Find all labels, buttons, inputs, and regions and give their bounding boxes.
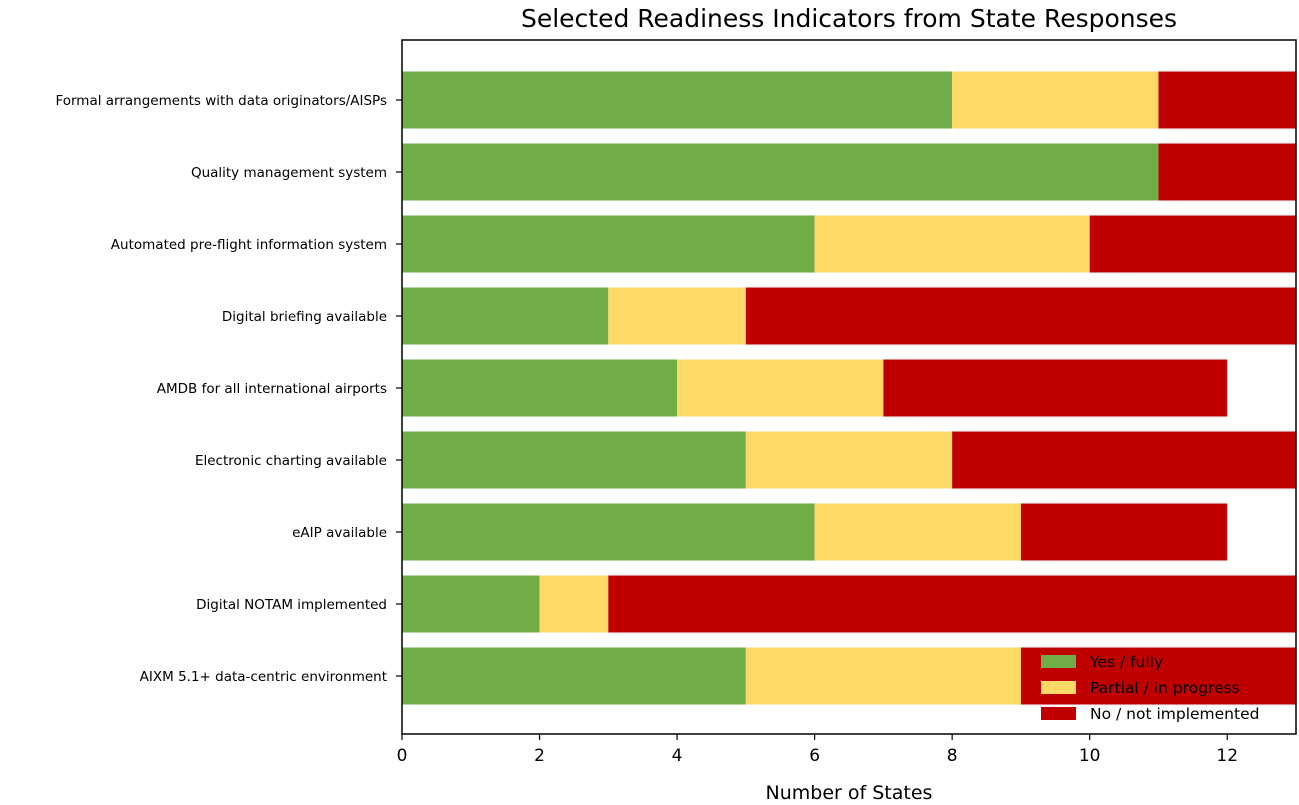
y-tick-label: Automated pre-flight information system [111,237,387,253]
legend-entry-label: No / not implemented [1090,705,1259,723]
y-tick-label: Formal arrangements with data originator… [55,93,387,109]
bar-segment [402,647,746,705]
legend: Yes / fully Partial / in progress No / not… [1041,653,1259,723]
bar-segment [1089,215,1296,273]
x-tick-label: 4 [672,746,683,766]
bar-segment [1158,143,1296,201]
bar-segment [952,431,1296,489]
bar-segment [814,215,1090,273]
bar-segment [402,503,815,561]
bar-segment [1020,503,1228,561]
bars-group [402,71,1296,705]
x-tick-label: 2 [534,746,545,766]
y-axis: Formal arrangements with data originator… [55,93,402,685]
y-tick-label: AMDB for all international airports [157,381,387,397]
bar-segment [402,215,815,273]
legend-swatch [1041,655,1076,668]
bar-segment [745,287,1296,345]
y-tick-label: Digital briefing available [222,309,387,325]
bar-segment [402,431,746,489]
x-axis-label: Number of States [766,782,933,804]
x-tick-label: 0 [397,746,408,766]
plot-frame [401,39,1297,735]
bar-segment [608,287,746,345]
y-tick-label: Quality management system [191,165,387,181]
bar-segment [1158,71,1296,129]
legend-swatch [1041,707,1076,720]
bar-segment [402,575,540,633]
bar-segment [402,143,1159,201]
y-tick-label: Digital NOTAM implemented [196,597,387,613]
y-tick-label: AIXM 5.1+ data-centric environment [140,669,387,685]
bar-segment [677,359,884,417]
bar-segment [814,503,1021,561]
x-tick-label: 12 [1216,746,1238,766]
bar-segment [608,575,1296,633]
chart-title: Selected Readiness Indicators from State… [521,4,1177,33]
x-tick-label: 6 [809,746,820,766]
bar-segment [539,575,609,633]
legend-entry-label: Yes / fully [1089,653,1163,671]
bar-segment [402,359,678,417]
bar-segment [745,647,1021,705]
x-tick-label: 10 [1079,746,1101,766]
legend-entry-label: Partial / in progress [1090,679,1240,697]
bar-segment [402,71,953,129]
bar-segment [402,287,609,345]
x-axis: 0 2 4 6 8 10 12 [397,734,1238,766]
x-tick-label: 8 [947,746,958,766]
bar-segment [883,359,1228,417]
y-tick-label: Electronic charting available [195,453,387,469]
bar-segment [745,431,953,489]
legend-swatch [1041,681,1076,694]
y-tick-label: eAIP available [292,525,387,541]
bar-segment [952,71,1159,129]
